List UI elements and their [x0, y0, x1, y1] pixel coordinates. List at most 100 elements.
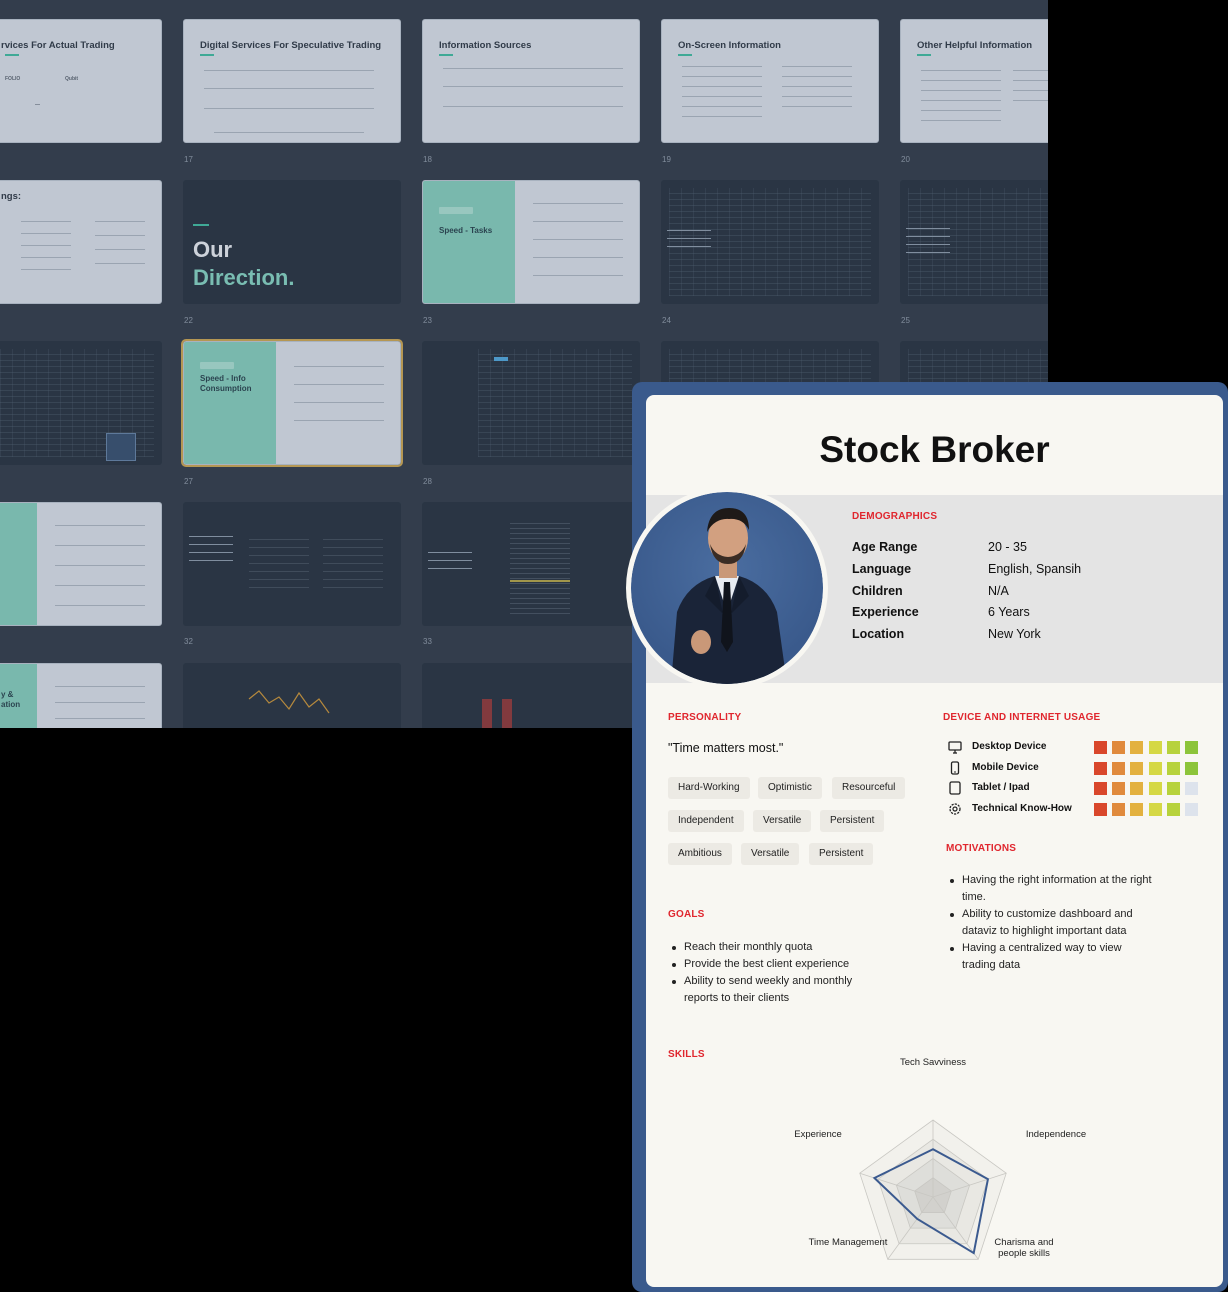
motivations-heading: MOTIVATIONS	[946, 843, 1017, 854]
text-line	[21, 245, 71, 247]
title-line-2: Consumption	[200, 384, 252, 393]
text-line	[533, 257, 623, 259]
slide-thumbnail-27[interactable]: Speed - Info Consumption	[181, 339, 403, 467]
slide-thumbnail-23[interactable]: Speed - Tasks	[422, 180, 640, 304]
usage-level-square	[1166, 761, 1180, 775]
slide-number: 23	[423, 316, 432, 325]
slide-thumbnail-22[interactable]: Our Direction.	[183, 180, 401, 304]
text-line	[667, 246, 711, 247]
usage-level-square	[1094, 741, 1107, 754]
trait-pill: Hard-Working	[668, 777, 750, 799]
list-item: Provide the best client experience	[668, 956, 888, 973]
gear-icon	[948, 802, 962, 816]
teal-panel	[423, 181, 515, 303]
slide-thumbnail-24[interactable]	[661, 180, 879, 304]
logo-placeholder: FOLIO	[5, 76, 21, 82]
slide-title: y & ation	[1, 690, 20, 710]
radar-axis-label: Tech Savviness	[899, 1057, 966, 1068]
slide-number: 24	[662, 316, 671, 325]
demographic-value: 6 Years	[988, 605, 1030, 620]
text-line	[55, 545, 145, 547]
text-line	[21, 257, 71, 259]
slide-title: On-Screen Information	[678, 40, 781, 51]
text-line	[682, 76, 762, 78]
text-line	[1013, 90, 1048, 92]
slide-thumbnail-36[interactable]: y & ation	[0, 663, 162, 728]
slide-thumbnail-21[interactable]: ngs:	[0, 180, 162, 304]
text-line	[782, 66, 852, 68]
popover	[106, 433, 136, 461]
slide-title: Digital Services For Speculative Trading	[200, 40, 382, 51]
list-item: Reach their monthly quota	[668, 939, 888, 956]
device-label: Desktop Device	[972, 741, 1047, 752]
title-accent	[439, 54, 453, 56]
text-line	[21, 269, 71, 271]
slide-thumbnail-20[interactable]: Other Helpful Information	[900, 19, 1048, 143]
title-accent	[200, 54, 214, 56]
title-accent	[917, 54, 931, 56]
usage-level-square	[1166, 741, 1180, 754]
radar-axis-line	[932, 1172, 1007, 1198]
title-line-2: Direction.	[193, 265, 295, 290]
slide-thumbnail-37[interactable]	[183, 663, 401, 728]
usage-level-square	[1112, 741, 1126, 754]
usage-level-square	[1130, 782, 1144, 795]
text-line	[55, 605, 145, 607]
logo-row	[443, 86, 623, 88]
text-line	[95, 263, 145, 265]
footnote	[214, 132, 364, 133]
slide-number: 32	[184, 637, 193, 646]
slide-title: ngs:	[1, 191, 22, 202]
slide-number: 19	[662, 155, 671, 164]
slide-thumbnail-31[interactable]	[0, 502, 162, 626]
slide-thumbnail-19[interactable]: On-Screen Information	[661, 19, 879, 143]
logo-placeholder: —	[35, 102, 40, 108]
slide-title: Speed - Info Consumption	[200, 374, 252, 394]
text-line	[682, 106, 762, 108]
logo-row	[204, 108, 374, 110]
text-line	[533, 239, 623, 241]
slide-thumbnail-38[interactable]	[422, 663, 640, 728]
teal-panel	[0, 664, 37, 728]
slide-thumbnail-25[interactable]	[900, 180, 1048, 304]
skills-radar-chart	[859, 1119, 1007, 1260]
slide-number: 28	[423, 477, 432, 486]
text-line	[906, 228, 950, 229]
text-line	[55, 702, 145, 704]
radar-axis-label: Time Management	[808, 1237, 888, 1248]
slide-number: 18	[423, 155, 432, 164]
usage-level-square	[1130, 761, 1144, 775]
trait-pill: Optimistic	[758, 777, 822, 799]
usage-level-square	[1112, 761, 1126, 775]
text-line	[921, 90, 1001, 92]
demographic-value: English, Spansih	[988, 561, 1082, 576]
slide-thumbnail-33[interactable]	[422, 502, 640, 626]
person-illustration	[671, 508, 787, 684]
device-row: Tablet / Ipad	[948, 780, 1208, 796]
goals-heading: GOALS	[668, 909, 705, 920]
slide-thumbnail-28[interactable]	[422, 341, 640, 465]
slide-thumbnail-16[interactable]: rvices For Actual Trading FOLIO Qubit —	[0, 19, 162, 143]
usage-level-square	[1094, 802, 1107, 816]
text-line	[55, 565, 145, 567]
text-line	[921, 120, 1001, 122]
title-accent	[678, 54, 692, 56]
text-line	[533, 203, 623, 205]
list-item: Having the right information at the righ…	[946, 872, 1156, 906]
slide-number: 25	[901, 316, 910, 325]
usage-level-square	[1185, 761, 1198, 775]
logo-placeholder: Qubit	[65, 76, 79, 82]
dashboard-grid	[669, 188, 871, 296]
trait-pill: Persistent	[820, 810, 885, 832]
trait-pill: Ambitious	[668, 843, 732, 865]
text-line	[667, 238, 711, 239]
chart-bar	[482, 699, 492, 728]
slide-thumbnail-17[interactable]: Digital Services For Speculative Trading	[183, 19, 401, 143]
slide-thumbnail-18[interactable]: Information Sources	[422, 19, 640, 143]
slide-thumbnail-32[interactable]	[183, 502, 401, 626]
line-chart-preview	[248, 690, 330, 714]
slide-thumbnail-26[interactable]	[0, 341, 162, 465]
avatar-photo	[631, 492, 823, 684]
demographic-label: Language	[852, 561, 912, 576]
text-line	[55, 525, 145, 527]
